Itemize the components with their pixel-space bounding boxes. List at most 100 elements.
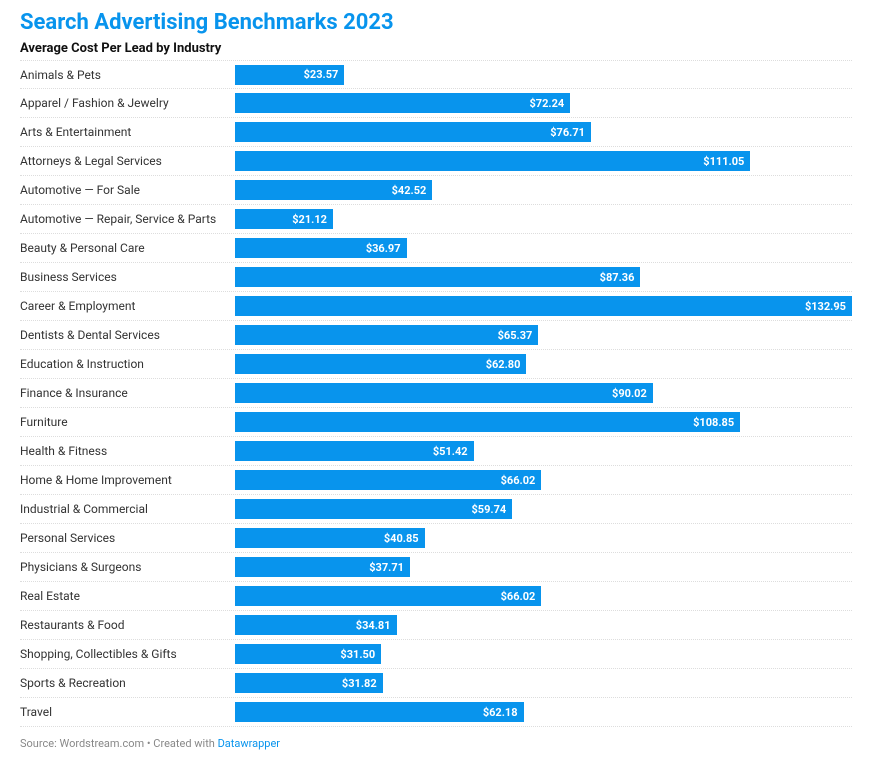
bar-track: $40.85	[235, 524, 852, 552]
category-label: Sports & Recreation	[20, 676, 235, 690]
category-label: Beauty & Personal Care	[20, 241, 235, 255]
category-label: Health & Fitness	[20, 444, 235, 458]
bar: $31.82	[235, 673, 383, 693]
category-label: Restaurants & Food	[20, 618, 235, 632]
chart-row: Arts & Entertainment$76.71	[20, 118, 852, 147]
bar-value-label: $111.05	[703, 155, 744, 168]
chart-row: Travel $62.18	[20, 698, 852, 727]
category-label: Finance & Insurance	[20, 386, 235, 400]
bar: $37.71	[235, 557, 410, 577]
chart-row: Furniture $108.85	[20, 408, 852, 437]
chart-row: Health & Fitness $51.42	[20, 437, 852, 466]
bar-value-label: $87.36	[600, 271, 635, 284]
bar-value-label: $51.42	[433, 445, 468, 458]
bar: $23.57	[235, 65, 344, 85]
bar-track: $31.50	[235, 640, 852, 668]
bar: $62.18	[235, 702, 524, 722]
bar: $62.80	[235, 354, 526, 374]
category-label: Personal Services	[20, 531, 235, 545]
chart-row: Apparel / Fashion & Jewelry $72.24	[20, 89, 852, 118]
bar-value-label: $36.97	[366, 242, 401, 255]
bar: $42.52	[235, 180, 432, 200]
bar-value-label: $72.24	[530, 97, 565, 110]
category-label: Education & Instruction	[20, 357, 235, 371]
bar-value-label: $132.95	[805, 300, 846, 313]
category-label: Business Services	[20, 270, 235, 284]
bar-track: $111.05	[235, 147, 852, 175]
bar-value-label: $59.74	[471, 503, 506, 516]
bar: $66.02	[235, 470, 541, 490]
category-label: Career & Employment	[20, 299, 235, 313]
category-label: Physicians & Surgeons	[20, 560, 235, 574]
bar-track: $37.71	[235, 553, 852, 581]
category-label: Attorneys & Legal Services	[20, 154, 235, 168]
chart-row: Dentists & Dental Services $65.37	[20, 321, 852, 350]
bar-track: $90.02	[235, 379, 852, 407]
bar-track: $21.12	[235, 205, 852, 233]
bar-track: $66.02	[235, 466, 852, 494]
bar: $87.36	[235, 267, 640, 287]
chart-subtitle: Average Cost Per Lead by Industry	[20, 41, 852, 56]
category-label: Home & Home Improvement	[20, 473, 235, 487]
bar: $111.05	[235, 151, 750, 171]
bar-value-label: $66.02	[501, 474, 536, 487]
bar-track: $34.81	[235, 611, 852, 639]
bar-value-label: $76.71	[550, 126, 585, 139]
bar-track: $23.57	[235, 61, 852, 88]
bar: $90.02	[235, 383, 653, 403]
bar-value-label: $62.18	[483, 706, 518, 719]
chart-row: Sports & Recreation$31.82	[20, 669, 852, 698]
chart-row: Automotive — For Sale $42.52	[20, 176, 852, 205]
chart-row: Home & Home Improvement $66.02	[20, 466, 852, 495]
bar-value-label: $65.37	[498, 329, 533, 342]
category-label: Travel	[20, 705, 235, 719]
bar: $31.50	[235, 644, 381, 664]
bar-value-label: $108.85	[693, 416, 734, 429]
bar-track: $59.74	[235, 495, 852, 523]
chart-row: Career & Employment $132.95	[20, 292, 852, 321]
bar-value-label: $42.52	[392, 184, 427, 197]
bar-track: $62.80	[235, 350, 852, 378]
chart-row: Shopping, Collectibles & Gifts$31.50	[20, 640, 852, 669]
bar: $34.81	[235, 615, 397, 635]
bar-track: $76.71	[235, 118, 852, 146]
chart-row: Real Estate$66.02	[20, 582, 852, 611]
bar: $59.74	[235, 499, 512, 519]
bar-value-label: $37.71	[369, 561, 404, 574]
bar-value-label: $62.80	[486, 358, 521, 371]
chart-row: Animals & Pets$23.57	[20, 60, 852, 89]
bar-value-label: $90.02	[612, 387, 647, 400]
bar: $65.37	[235, 325, 538, 345]
bar-value-label: $34.81	[356, 619, 391, 632]
category-label: Apparel / Fashion & Jewelry	[20, 96, 235, 110]
chart-row: Physicians & Surgeons $37.71	[20, 553, 852, 582]
category-label: Industrial & Commercial	[20, 502, 235, 516]
category-label: Automotive — For Sale	[20, 183, 235, 197]
bar-track: $62.18	[235, 698, 852, 726]
bar-track: $66.02	[235, 582, 852, 610]
bar: $108.85	[235, 412, 740, 432]
bar: $72.24	[235, 93, 570, 113]
bar: $21.12	[235, 209, 333, 229]
bar-track: $108.85	[235, 408, 852, 436]
footer-link[interactable]: Datawrapper	[218, 737, 280, 750]
chart-row: Education & Instruction $62.80	[20, 350, 852, 379]
bar-track: $36.97	[235, 234, 852, 262]
chart-row: Finance & Insurance $90.02	[20, 379, 852, 408]
bar-track: $31.82	[235, 669, 852, 697]
category-label: Furniture	[20, 415, 235, 429]
chart-row: Restaurants & Food $34.81	[20, 611, 852, 640]
bar-value-label: $23.57	[304, 68, 339, 81]
chart-row: Personal Services$40.85	[20, 524, 852, 553]
bar-chart: Animals & Pets$23.57Apparel / Fashion & …	[20, 60, 852, 727]
chart-title: Search Advertising Benchmarks 2023	[20, 10, 852, 35]
bar-track: $132.95	[235, 292, 852, 320]
bar: $51.42	[235, 441, 474, 461]
chart-row: Industrial & Commercial $59.74	[20, 495, 852, 524]
category-label: Dentists & Dental Services	[20, 328, 235, 342]
chart-row: Business Services $87.36	[20, 263, 852, 292]
bar-value-label: $21.12	[292, 213, 327, 226]
bar-value-label: $31.50	[340, 648, 375, 661]
bar: $66.02	[235, 586, 541, 606]
bar: $76.71	[235, 122, 591, 142]
